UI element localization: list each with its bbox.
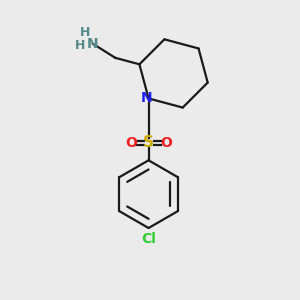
Text: O: O xyxy=(160,136,172,150)
Text: Cl: Cl xyxy=(141,232,156,246)
Text: N: N xyxy=(87,37,99,51)
Text: O: O xyxy=(125,136,137,150)
Text: H: H xyxy=(75,39,85,52)
Text: S: S xyxy=(143,135,154,150)
Text: N: N xyxy=(140,92,152,105)
Text: H: H xyxy=(80,26,91,39)
